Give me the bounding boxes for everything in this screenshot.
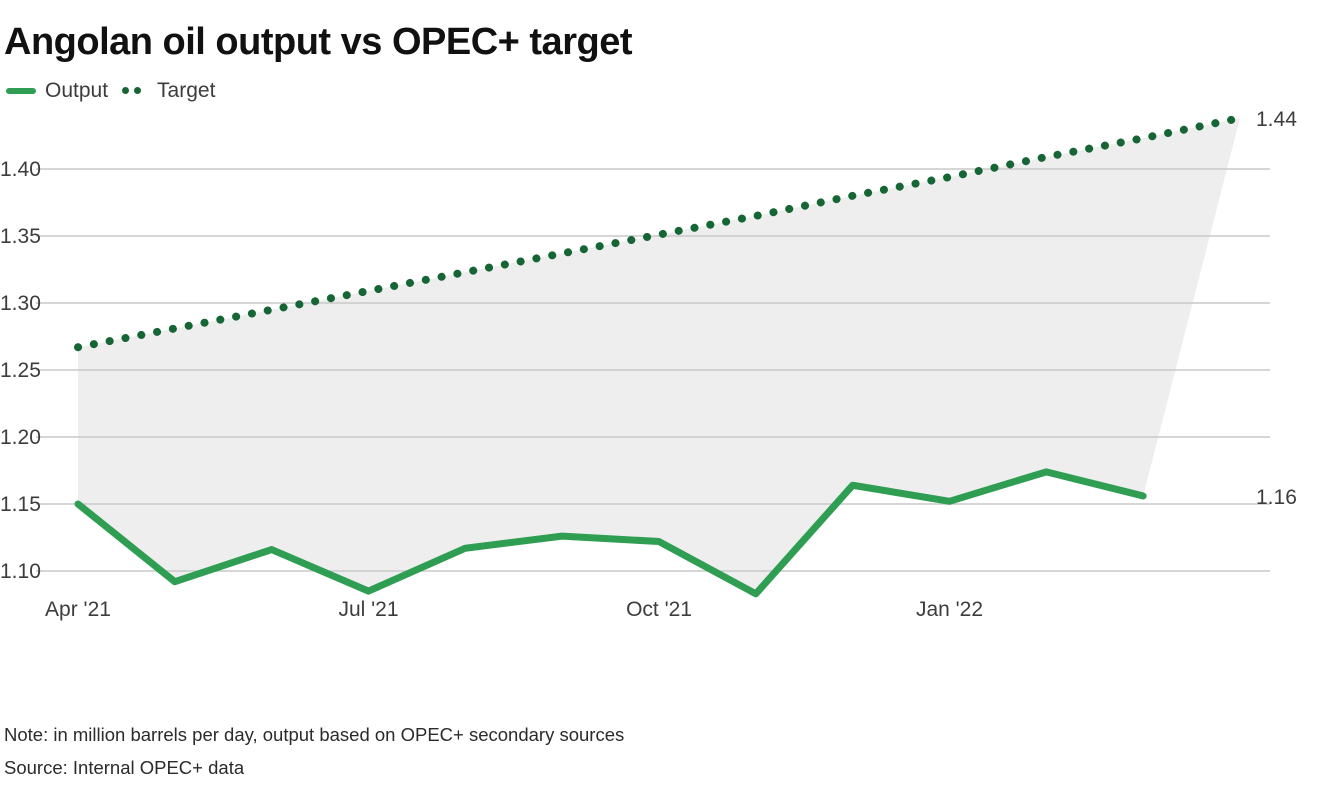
gap-shaded-band bbox=[78, 117, 1240, 594]
plot-area: 1.10 1.15 1.20 1.25 1.30 1.35 1.40 Apr '21 Jul '… bbox=[0, 106, 1320, 666]
target-series-line bbox=[74, 113, 1244, 352]
legend-item-target: Target bbox=[122, 80, 215, 101]
x-axis-tick-label: Oct '21 bbox=[626, 598, 692, 621]
page-title: Angolan oil output vs OPEC+ target bbox=[4, 21, 632, 63]
x-axis-tick-label: Jul '21 bbox=[338, 598, 398, 621]
line-chart-svg: 1.10 1.15 1.20 1.25 1.30 1.35 1.40 Apr '21 Jul '… bbox=[0, 108, 1297, 621]
target-end-value-label: 1.44 bbox=[1256, 108, 1297, 131]
output-end-value-label: 1.16 bbox=[1256, 486, 1297, 509]
y-axis-tick-label: 1.25 bbox=[0, 359, 41, 382]
output-series-line bbox=[74, 468, 1147, 598]
chart-legend: Output Target bbox=[6, 78, 1320, 104]
footnote-note: Note: in million barrels per day, output… bbox=[4, 724, 625, 746]
footnote-source: Source: Internal OPEC+ data bbox=[4, 756, 245, 778]
x-axis-tick-label: Apr '21 bbox=[45, 598, 111, 621]
y-axis-tick-label: 1.15 bbox=[0, 493, 41, 516]
dotted-line-icon bbox=[122, 87, 148, 95]
legend-label-output: Output bbox=[45, 79, 109, 103]
x-axis-labels: Apr '21 Jul '21 Oct '21 Jan '22 bbox=[45, 598, 983, 621]
y-axis-tick-label: 1.30 bbox=[0, 292, 41, 315]
y-axis-tick-label: 1.35 bbox=[0, 225, 41, 248]
solid-line-icon bbox=[6, 87, 36, 94]
y-gridlines: 1.10 1.15 1.20 1.25 1.30 1.35 1.40 bbox=[0, 158, 1270, 583]
y-axis-tick-label: 1.20 bbox=[0, 426, 41, 449]
y-axis-tick-label: 1.40 bbox=[0, 158, 41, 181]
y-axis-tick-label: 1.10 bbox=[0, 560, 41, 583]
x-axis-tick-label: Jan '22 bbox=[916, 598, 983, 621]
chart-footnotes: Note: in million barrels per day, output… bbox=[4, 719, 624, 784]
legend-label-target: Target bbox=[157, 79, 216, 103]
legend-item-output: Output bbox=[6, 80, 108, 101]
